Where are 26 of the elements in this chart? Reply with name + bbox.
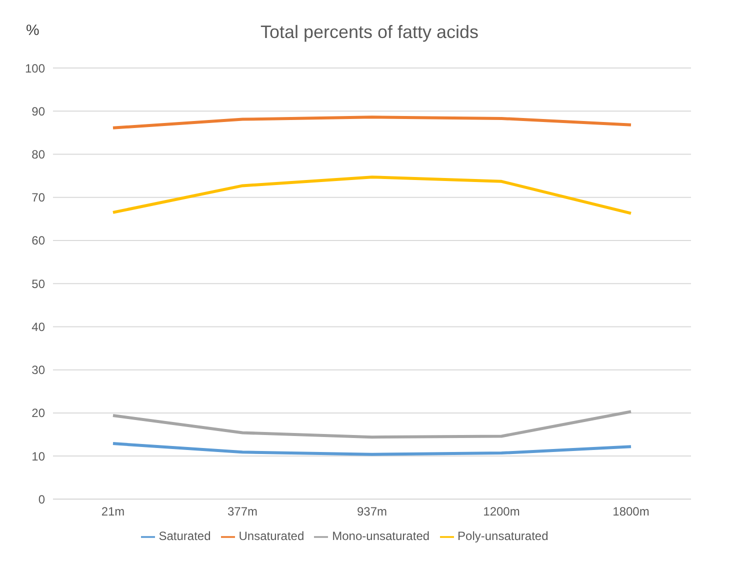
line-series	[112, 410, 632, 439]
y-tick-label: 70	[32, 190, 46, 205]
y-tick-label: 80	[32, 147, 46, 162]
legend-label: Mono-unsaturated	[332, 529, 430, 544]
y-tick-label: 0	[38, 492, 46, 506]
y-tick-label: 30	[32, 363, 46, 378]
y-tick-label: 40	[32, 320, 46, 334]
x-tick-label: 937m	[356, 504, 388, 519]
legend-label: Poly-unsaturated	[458, 529, 548, 544]
y-tick-label: 10	[32, 449, 46, 464]
legend-label: Unsaturated	[238, 529, 304, 544]
y-tick-label: 90	[32, 104, 46, 118]
legend-label: Saturated	[158, 529, 211, 544]
x-tick-label: 377m	[227, 504, 258, 519]
chart-title: Total percents of fatty acids	[260, 22, 479, 42]
line-series	[112, 116, 632, 130]
y-axis-title: %	[26, 22, 40, 39]
x-tick-label: 1200m	[483, 504, 520, 519]
x-tick-label: 21m	[101, 504, 125, 519]
line-series	[112, 176, 632, 215]
y-tick-label: 20	[32, 406, 46, 420]
line-series	[112, 442, 632, 456]
y-tick-label: 60	[32, 234, 46, 248]
y-tick-label: 100	[24, 61, 46, 76]
y-tick-label: 50	[32, 276, 46, 291]
x-tick-label: 1800m	[612, 504, 650, 519]
